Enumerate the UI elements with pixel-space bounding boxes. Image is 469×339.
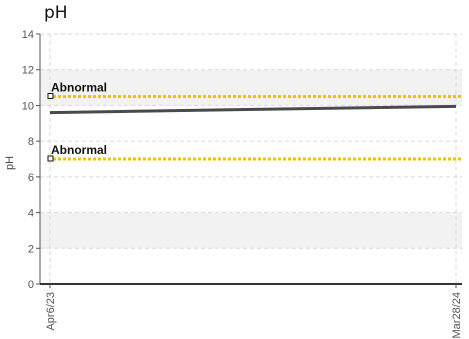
reference-label-1: Abnormal bbox=[51, 143, 107, 157]
y-tick-label-4: 4 bbox=[28, 208, 34, 220]
reference-marker-0 bbox=[47, 93, 54, 99]
y-tick-label-10: 10 bbox=[22, 100, 34, 112]
y-axis-label: pH bbox=[4, 156, 16, 170]
series-layer bbox=[49, 104, 457, 115]
x-tick-label-1: Mar28/24 bbox=[451, 292, 463, 338]
background-bands bbox=[40, 69, 462, 249]
y-tick-label-8: 8 bbox=[28, 136, 34, 148]
y-tick-label-12: 12 bbox=[22, 65, 34, 77]
reference-label-0: Abnormal bbox=[51, 81, 107, 95]
chart-title: pH bbox=[44, 3, 68, 23]
background-band-1 bbox=[40, 212, 462, 249]
y-tick-label-6: 6 bbox=[28, 172, 34, 184]
reference-lines: Abnormal Abnormal bbox=[47, 81, 462, 162]
reference-marker-1 bbox=[47, 155, 54, 162]
tick-labels: 0 2 4 6 8 10 12 14 Apr6/23 Mar28/24 bbox=[22, 29, 463, 338]
axes bbox=[39, 34, 462, 285]
grid-lines bbox=[40, 33, 462, 285]
y-tick-label-0: 0 bbox=[28, 279, 34, 291]
x-tick-label-0: Apr6/23 bbox=[45, 292, 57, 331]
y-tick-label-14: 14 bbox=[22, 29, 34, 41]
series-line-0 bbox=[49, 104, 457, 115]
y-tick-label-2: 2 bbox=[28, 243, 34, 255]
background-band-0 bbox=[40, 69, 462, 106]
